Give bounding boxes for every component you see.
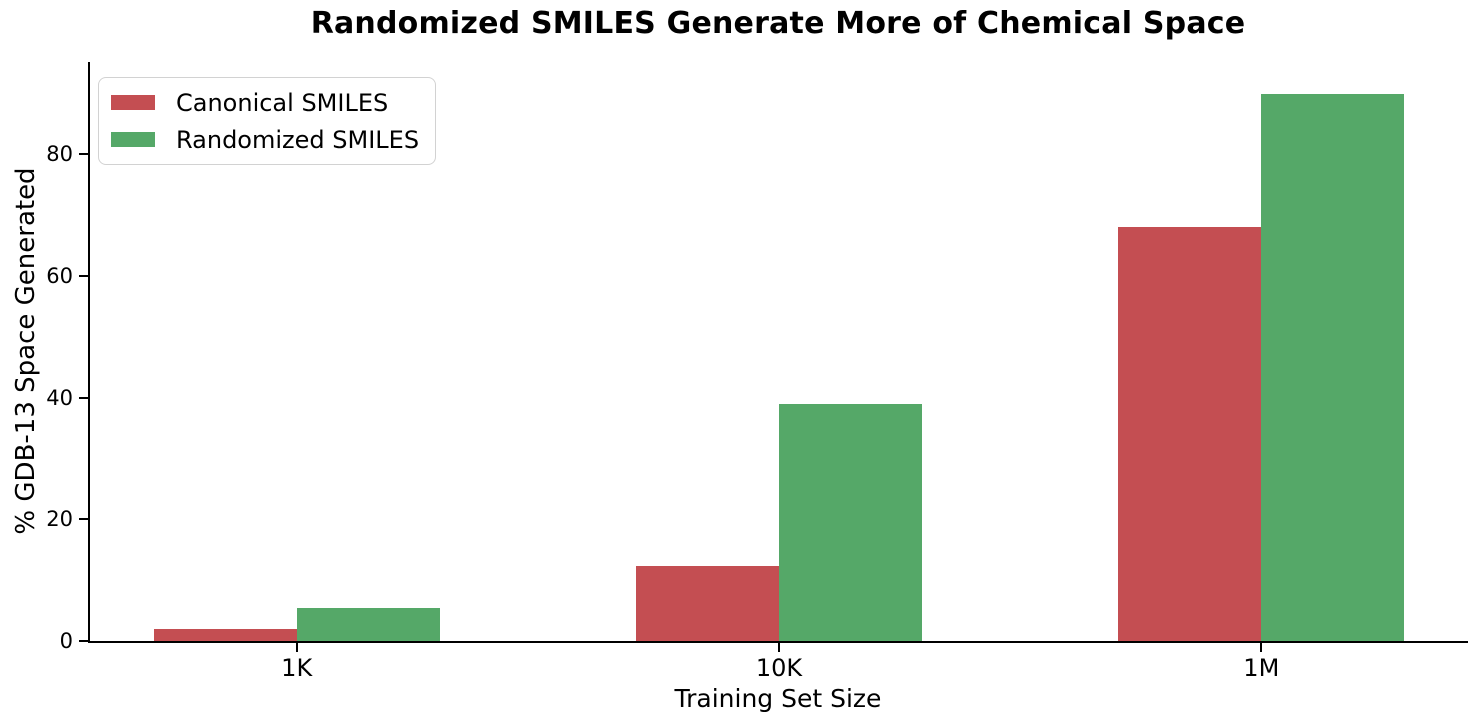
legend: Canonical SMILES Randomized SMILES [98,77,437,165]
y-tick-label: 0 [59,629,73,653]
y-axis-label: % GDB-13 Space Generated [11,167,41,535]
x-tick-label-1k: 1K [281,654,313,682]
bar-randomized-1k [296,607,440,641]
bar-canonical-1m [1118,227,1262,641]
y-tick-label: 80 [46,142,73,167]
legend-label: Randomized SMILES [176,125,420,154]
y-tick-label: 60 [46,264,73,289]
chart-title: Randomized SMILES Generate More of Chemi… [310,6,1246,41]
y-tick-mark [79,640,88,642]
y-tick-mark [79,518,88,521]
x-tick-mark [778,643,780,652]
y-tick-mark [79,275,88,278]
y-tick-label: 20 [46,507,73,532]
y-tick-mark [79,153,88,156]
x-axis-label: Training Set Size [674,684,882,713]
legend-swatch-icon [111,95,155,110]
bar-canonical-1k [153,628,297,641]
legend-item-randomized-smiles: Randomized SMILES [111,121,419,158]
bar-randomized-1m [1261,93,1405,641]
x-tick-mark [1260,643,1263,652]
x-tick-label-10k: 10K [755,654,803,682]
legend-item-canonical-smiles: Canonical SMILES [111,84,419,121]
legend-swatch-icon [111,132,155,147]
legend-label: Canonical SMILES [176,88,389,117]
x-tick-mark [295,643,298,652]
x-tick-label-1m: 1M [1243,654,1280,682]
y-tick-label: 40 [46,385,73,410]
plot-area [88,62,1468,643]
bar-randomized-10k [779,403,922,641]
y-tick-mark [79,396,88,399]
bar-canonical-10k [636,566,779,641]
